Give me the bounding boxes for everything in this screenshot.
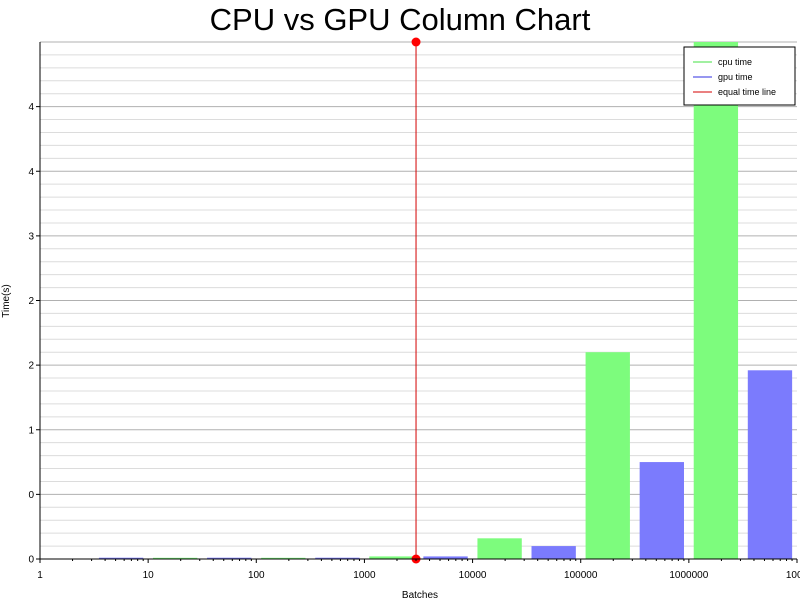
x-tick-label: 1000	[353, 570, 376, 581]
cpu-bar-10000	[477, 538, 522, 559]
x-tick-label: 10	[143, 570, 155, 581]
y-tick-label: 0	[28, 555, 34, 566]
legend-box	[683, 46, 796, 106]
x-axis-label: Batches	[402, 590, 438, 600]
gpu-bar-10000000	[747, 370, 793, 559]
x-tick-label: 100000	[564, 570, 598, 581]
y-tick-label: 1	[28, 425, 34, 436]
y-tick-label: 2	[28, 296, 34, 307]
cpu-bar-100	[261, 557, 306, 559]
gpu-bar-10	[98, 557, 144, 559]
cpu-bar-1000000	[693, 42, 739, 559]
cpu-bar-10	[153, 557, 198, 559]
cpu-bar-100000	[585, 352, 630, 559]
y-tick-label: 2	[28, 361, 34, 372]
y-tick-label: 4	[28, 102, 34, 113]
x-tick-label: 1000000	[669, 570, 708, 581]
y-tick-label: 4	[28, 167, 34, 178]
chart-title: CPU vs GPU Column Chart	[210, 2, 591, 37]
legend: cpu time gpu time equal time line	[683, 46, 796, 106]
x-tick-label: 1000	[786, 570, 800, 581]
legend-label-gpu: gpu time	[718, 72, 753, 82]
gpu-bar-10000	[423, 556, 468, 559]
gpu-bar-100000	[531, 546, 576, 559]
gpu-bar-1000000	[639, 462, 684, 559]
legend-label-cpu: cpu time	[718, 57, 752, 67]
equal-time-line-layer	[411, 37, 421, 564]
y-axis-label: Time(s)	[1, 284, 12, 318]
bars-layer	[98, 42, 793, 559]
x-tick-label: 100	[248, 570, 265, 581]
equal-time-marker-top	[411, 37, 421, 47]
x-tick-label: 1	[37, 570, 43, 581]
x-tick-label: 10000	[459, 570, 487, 581]
y-tick-labels: 0 0 1 2 2 3 4 4	[28, 102, 40, 566]
y-tick-label: 0	[28, 490, 34, 501]
gpu-bar-100	[207, 557, 252, 559]
gpu-bar-1000	[315, 557, 360, 559]
grid-lines	[40, 41, 797, 560]
x-tick-labels: 1 10 100 1000 10000 100000 1000000 1000	[37, 559, 800, 581]
legend-label-equal-time: equal time line	[718, 87, 776, 97]
cpu-bar-1000	[369, 556, 414, 559]
y-tick-label: 3	[28, 231, 34, 242]
